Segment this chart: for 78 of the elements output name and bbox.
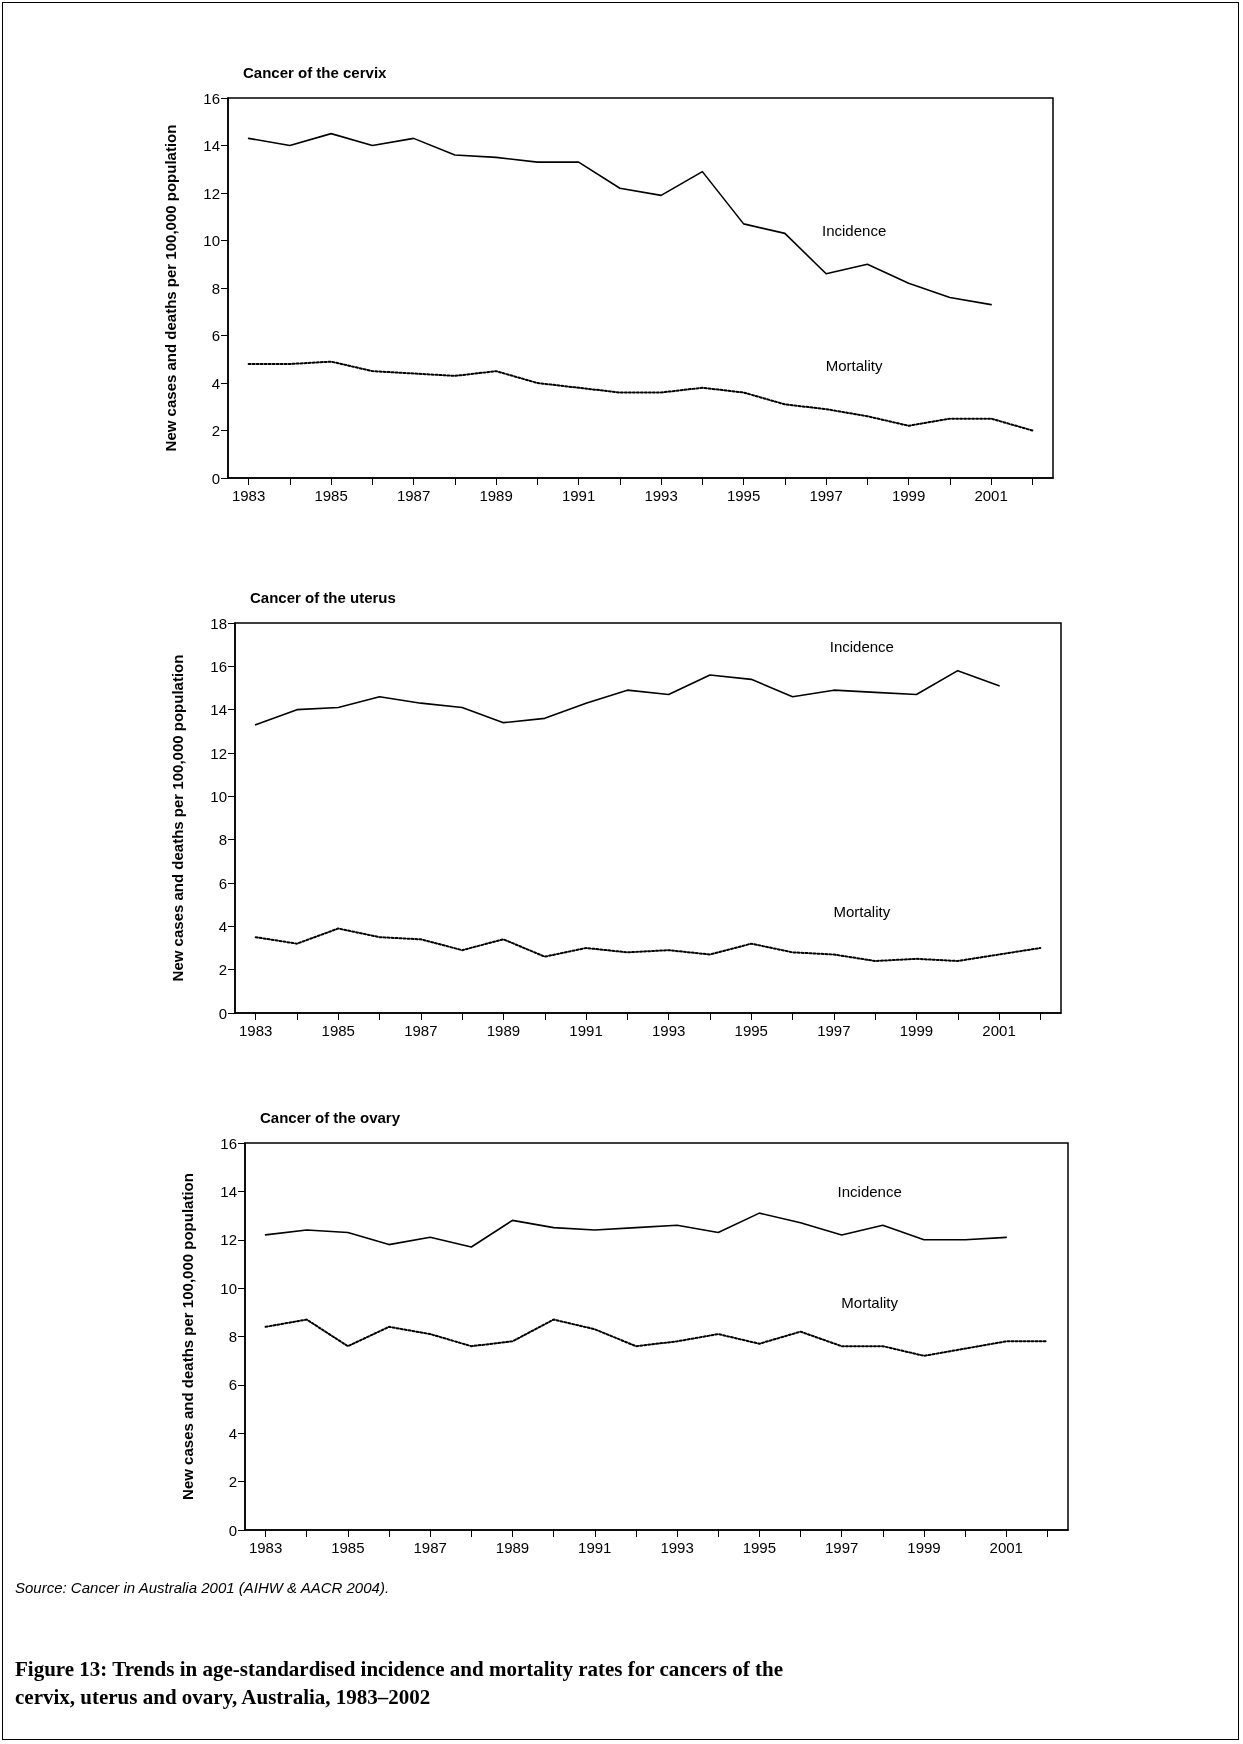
y-tick-label: 6 <box>228 1376 237 1394</box>
y-axis-title: New cases and deaths per 100,000 population <box>162 124 179 452</box>
line-series <box>247 360 1034 432</box>
y-tick-label: 12 <box>210 744 227 762</box>
y-tick-label: 8 <box>211 279 220 297</box>
y-tick-label: 0 <box>228 1521 237 1539</box>
line-series <box>264 1318 1049 1357</box>
x-tick-label: 1995 <box>726 487 761 504</box>
chart-title: Cancer of the cervix <box>243 64 388 81</box>
x-tick-label: 1997 <box>817 1022 851 1039</box>
x-tick-label: 2001 <box>989 1539 1023 1556</box>
line-series <box>254 927 1042 962</box>
y-tick-label: 12 <box>203 184 220 202</box>
caption: Figure 13: Trends in age-standardised incidence and mortality rates for cancers of the cervix, uterus and ovary, Australia, 1983–2002 <box>15 1657 789 1709</box>
x-tick-label: 1991 <box>561 487 596 504</box>
x-tick-label: 1987 <box>396 487 431 504</box>
source-note: Source: Cancer in Australia 2001 (AIHW & AACR 2004). <box>15 1579 390 1596</box>
x-tick-label: 2001 <box>974 487 1008 504</box>
y-tick-label: 14 <box>210 701 227 719</box>
series-label: Incidence <box>822 221 887 239</box>
y-tick-label: 14 <box>220 1182 237 1200</box>
y-tick-label: 10 <box>210 787 227 805</box>
y-tick-label: 6 <box>211 327 220 344</box>
line-series <box>254 669 1000 726</box>
y-tick-label: 10 <box>220 1279 237 1297</box>
y-tick-label: 16 <box>203 89 220 107</box>
y-tick-label: 18 <box>210 614 227 632</box>
line-series <box>264 1212 1008 1248</box>
y-tick-label: 0 <box>211 469 220 487</box>
x-tick-label: 1987 <box>404 1022 438 1039</box>
y-tick-label: 4 <box>228 1424 237 1442</box>
x-tick-label: 1991 <box>578 1539 612 1556</box>
y-tick-label: 0 <box>218 1004 227 1022</box>
y-tick-label: 2 <box>211 422 220 439</box>
y-axis-title: New cases and deaths per 100,000 population <box>169 654 186 982</box>
text: Mortality <box>841 1294 899 1312</box>
text: Incidence <box>829 638 894 656</box>
y-tick-label: 12 <box>220 1231 237 1249</box>
y-tick-label: 2 <box>218 961 227 979</box>
y-tick-label: 4 <box>218 917 227 935</box>
y-axis-title: New cases and deaths per 100,000 population <box>179 1173 196 1500</box>
x-tick-label: 1993 <box>660 1539 694 1556</box>
x-tick-label: 1995 <box>734 1022 768 1039</box>
x-tick-label: 1987 <box>413 1539 447 1556</box>
x-tick-label: 1983 <box>231 487 266 504</box>
x-tick-label: 1993 <box>651 1022 686 1039</box>
chart-title: Cancer of the ovary <box>260 1109 401 1126</box>
x-tick-label: 1993 <box>644 487 678 504</box>
x-tick-label: 1989 <box>486 1022 521 1039</box>
x-tick-label: 1983 <box>248 1539 283 1556</box>
y-tick-label: 14 <box>203 137 220 154</box>
chart-title: Cancer of the uterus <box>250 589 396 606</box>
text: Mortality <box>833 902 891 920</box>
x-tick-label: 1997 <box>809 487 843 504</box>
line-series <box>247 132 992 306</box>
x-tick-label: 1991 <box>569 1022 603 1039</box>
x-tick-label: 1989 <box>479 487 513 504</box>
x-tick-label: 1985 <box>314 487 348 504</box>
x-tick-label: 1999 <box>907 1539 941 1556</box>
x-tick-label: 1985 <box>331 1539 365 1556</box>
y-tick-label: 10 <box>203 232 220 249</box>
x-tick-label: 1983 <box>238 1022 273 1039</box>
text: Incidence <box>837 1182 902 1200</box>
x-tick-label: 1989 <box>495 1539 530 1556</box>
x-tick-label: 1985 <box>321 1022 355 1039</box>
y-tick-label: 16 <box>220 1134 237 1152</box>
y-tick-label: 4 <box>211 374 220 392</box>
y-tick-label: 6 <box>218 874 227 892</box>
x-tick-label: 1997 <box>824 1539 859 1556</box>
text: Mortality <box>825 357 883 375</box>
x-tick-label: 1999 <box>899 1022 934 1039</box>
y-tick-label: 8 <box>218 831 227 849</box>
y-tick-label: 8 <box>228 1328 237 1345</box>
x-tick-label: 2001 <box>982 1022 1016 1039</box>
y-tick-label: 2 <box>228 1473 237 1491</box>
y-tick-label: 16 <box>210 657 227 675</box>
x-tick-label: 1995 <box>742 1539 777 1556</box>
x-tick-label: 1999 <box>891 487 926 504</box>
